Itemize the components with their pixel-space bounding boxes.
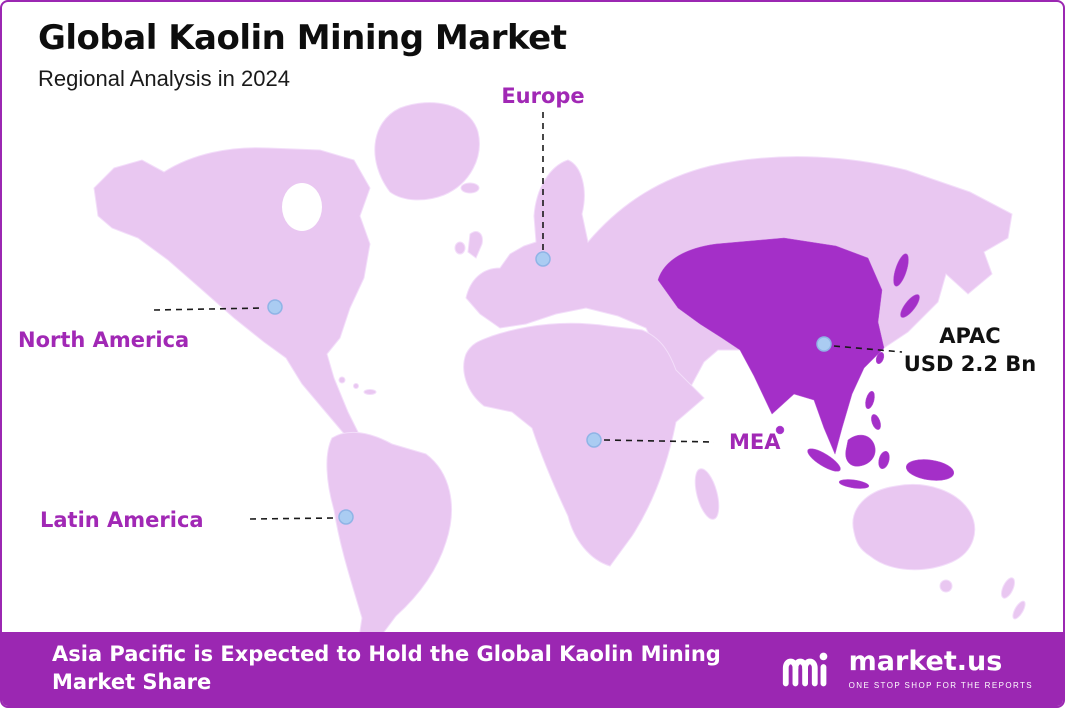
apac-region-name: APAC xyxy=(939,324,1001,348)
sulawesi-shape xyxy=(878,450,890,470)
japan-shape xyxy=(893,253,909,287)
brand-block: market.us ONE STOP SHOP FOR THE REPORTS xyxy=(779,646,1033,692)
page-title: Global Kaolin Mining Market xyxy=(38,18,567,58)
philippines-shape xyxy=(871,414,881,430)
apac-region-value: USD 2.2 Bn xyxy=(903,352,1037,377)
region-label-europe: Europe xyxy=(501,84,585,108)
south-america-shape xyxy=(326,431,452,651)
mea-marker xyxy=(586,432,602,448)
apac-leader-line xyxy=(833,345,903,353)
latin-america-marker xyxy=(338,509,354,525)
madagascar-shape xyxy=(694,468,720,520)
brand-tagline: ONE STOP SHOP FOR THE REPORTS xyxy=(848,680,1033,690)
market-us-logo-icon xyxy=(782,652,827,687)
leader-lines xyxy=(153,112,903,520)
latin-america-leader-line xyxy=(249,517,335,520)
britain-shape xyxy=(467,231,483,259)
region-label-north-america: North America xyxy=(18,328,190,352)
apac-marker xyxy=(816,336,832,352)
japan-shape xyxy=(900,294,920,318)
hudson-bay xyxy=(282,183,322,231)
footer-banner: Asia Pacific is Expected to Hold the Glo… xyxy=(2,632,1063,706)
europe-marker xyxy=(535,251,551,267)
ireland-shape xyxy=(454,241,466,255)
sumatra-shape xyxy=(807,448,841,472)
brand-name: market.us xyxy=(848,646,1003,678)
region-label-mea: MEA xyxy=(729,430,781,454)
africa-shape xyxy=(463,322,705,567)
iceland-shape xyxy=(460,182,480,194)
north-america-shape xyxy=(93,147,371,441)
borneo-shape xyxy=(845,434,876,467)
apac-mainland-shape xyxy=(657,237,885,455)
new-guinea-shape xyxy=(905,459,955,481)
sri-lanka-shape xyxy=(775,425,785,435)
brand-text: market.us ONE STOP SHOP FOR THE REPORTS xyxy=(848,646,1033,690)
caribbean-island xyxy=(353,383,359,389)
caribbean-island xyxy=(363,389,377,395)
page-subtitle: Regional Analysis in 2024 xyxy=(38,66,290,91)
australia-shape xyxy=(852,483,976,571)
landmasses xyxy=(93,102,1026,651)
point-markers xyxy=(267,251,832,525)
caribbean-island xyxy=(338,376,346,384)
java-shape xyxy=(838,479,870,489)
region-label-apac: APAC USD 2.2 Bn xyxy=(904,322,1036,379)
new-zealand-south xyxy=(1012,600,1026,620)
new-zealand-north xyxy=(1001,577,1015,599)
philippines-shape xyxy=(865,390,875,410)
taiwan-shape xyxy=(875,351,885,365)
region-label-latin-america: Latin America xyxy=(40,508,204,532)
mea-leader-line xyxy=(603,439,715,443)
greenland-shape xyxy=(374,102,480,201)
tasmania-shape xyxy=(939,579,953,593)
north-america-leader-line xyxy=(153,307,265,311)
footer-headline: Asia Pacific is Expected to Hold the Glo… xyxy=(52,642,721,694)
apac-region xyxy=(657,237,955,489)
header: Global Kaolin Mining Market Regional Ana… xyxy=(38,18,567,92)
north-america-marker xyxy=(267,299,283,315)
